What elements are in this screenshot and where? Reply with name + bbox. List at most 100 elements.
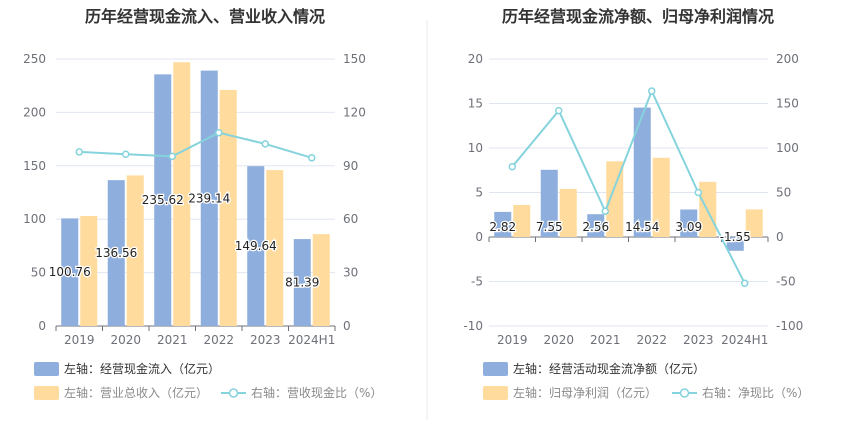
bar-data-label: 235.62: [142, 193, 184, 207]
left-axis-tick-label: 10: [468, 141, 483, 155]
ratio-line-point: [75, 148, 83, 156]
x-axis-tick-label: 2019: [64, 333, 95, 347]
chart-title: 历年经营现金流净额、归母净利润情况: [502, 7, 774, 26]
right-axis-tick-label: 60: [343, 212, 358, 226]
bar-data-label: 14.54: [625, 220, 659, 234]
legend-line-marker: [228, 388, 239, 398]
right-axis-tick-label: 100: [776, 141, 799, 155]
x-axis-tick-label: 2021: [590, 333, 621, 347]
bar-primary: [107, 180, 125, 326]
right-axis-tick-label: 150: [343, 52, 366, 66]
bar-primary: [680, 209, 698, 237]
x-axis-tick-label: 2019: [497, 333, 528, 347]
bar-primary: [293, 239, 311, 326]
bar-secondary: [80, 215, 98, 326]
bar-primary: [633, 107, 651, 238]
right-axis-tick-label: 0: [776, 230, 784, 244]
bar-secondary: [312, 234, 330, 326]
bar-secondary: [219, 89, 237, 326]
chart-title: 历年经营现金流入、营业收入情况: [85, 7, 325, 26]
left-axis-tick-label: 0: [38, 319, 46, 333]
x-axis-tick-label: 2022: [203, 333, 234, 347]
right-axis-tick-label: 30: [343, 266, 358, 280]
left-axis-tick-label: 15: [468, 97, 483, 111]
left-axis-tick-label: -5: [471, 275, 483, 289]
bar-primary: [247, 166, 265, 326]
bar-primary: [154, 74, 172, 326]
bar-primary: [61, 218, 79, 326]
left-axis-tick-label: 100: [23, 212, 46, 226]
ratio-line-point: [168, 152, 176, 161]
ratio-line-point: [508, 162, 516, 171]
bar-data-label: 2.56: [582, 220, 609, 234]
bar-data-label: 7.55: [536, 220, 563, 234]
bar-data-label: 100.76: [49, 265, 91, 279]
bar-secondary: [513, 204, 531, 237]
right-axis-tick-label: -100: [776, 319, 803, 333]
bar-data-label: -1.55: [720, 230, 751, 244]
bar-secondary: [745, 209, 763, 237]
bar-data-label: 136.56: [95, 246, 137, 260]
ratio-line-point: [601, 207, 609, 215]
x-axis-tick-label: 2020: [543, 333, 574, 347]
bar-secondary: [606, 161, 624, 237]
x-axis-tick-label: 2021: [157, 333, 188, 347]
left-axis-tick-label: 0: [475, 230, 483, 244]
bar-data-label: 3.09: [675, 220, 702, 234]
right-axis-tick-label: 50: [776, 186, 791, 200]
ratio-line-point: [741, 279, 749, 288]
right-axis-tick-label: -50: [776, 275, 796, 289]
right-axis-tick-label: 90: [343, 159, 358, 173]
bar-data-label: 81.39: [285, 276, 319, 290]
legend-label: 左轴：营业总收入（亿元）: [64, 385, 208, 400]
legend-swatch: [483, 362, 508, 376]
x-axis-tick-label: 2020: [110, 333, 141, 347]
legend-line-marker: [679, 388, 690, 398]
x-axis-tick-label: 2022: [636, 333, 667, 347]
legend-label: 左轴：归母净利润（亿元）: [513, 385, 657, 400]
left-axis-tick-label: 50: [31, 266, 46, 280]
bar-data-label: 239.14: [188, 191, 230, 205]
ratio-line-point: [261, 140, 269, 148]
right-axis-tick-label: 0: [343, 319, 351, 333]
ratio-line-point: [648, 87, 656, 95]
x-axis-tick-label: 2024H1: [288, 333, 335, 347]
bar-primary: [587, 214, 605, 237]
bar-secondary: [266, 170, 284, 326]
legend-swatch: [34, 386, 59, 400]
bar-secondary: [559, 188, 577, 237]
left-axis-tick-label: 200: [23, 105, 46, 119]
net-cashflow-profit-chart: 历年经营现金流净额、归母净利润情况 -10-505101520-100-5005…: [463, 7, 809, 400]
right-axis-tick-label: 150: [776, 97, 799, 111]
left-axis-tick-label: 150: [23, 159, 46, 173]
legend-swatch: [483, 386, 508, 400]
right-axis-tick-label: 120: [343, 105, 366, 119]
legend-swatch: [34, 362, 59, 376]
left-axis-tick-label: 5: [475, 186, 483, 200]
ratio-line-point: [122, 150, 130, 158]
left-axis-tick-label: 20: [468, 52, 483, 66]
bar-data-label: 2.82: [489, 220, 516, 234]
bar-secondary: [652, 157, 670, 237]
ratio-line-point: [215, 128, 223, 137]
left-axis-tick-label: -10: [463, 319, 483, 333]
x-axis-tick-label: 2023: [250, 333, 281, 347]
legend-label: 右轴：净现比（%）: [702, 385, 809, 400]
bar-secondary: [173, 62, 191, 326]
x-axis-tick-label: 2024H1: [721, 333, 768, 347]
bar-primary: [726, 237, 744, 251]
right-axis-tick-label: 200: [776, 52, 799, 66]
bar-primary: [494, 211, 512, 237]
legend-label: 右轴：营收现金比（%）: [251, 385, 382, 400]
ratio-line-point: [308, 154, 316, 162]
left-axis-tick-label: 250: [23, 52, 46, 66]
legend-label: 左轴：经营活动现金流净额（亿元）: [513, 361, 705, 376]
ratio-line: [511, 88, 746, 284]
ratio-line: [79, 131, 313, 159]
x-axis-tick-label: 2023: [683, 333, 714, 347]
bar-secondary: [126, 175, 144, 326]
bar-primary: [540, 169, 558, 237]
bar-data-label: 149.64: [235, 239, 277, 253]
legend-label: 左轴：经营现金流入（亿元）: [64, 361, 220, 376]
